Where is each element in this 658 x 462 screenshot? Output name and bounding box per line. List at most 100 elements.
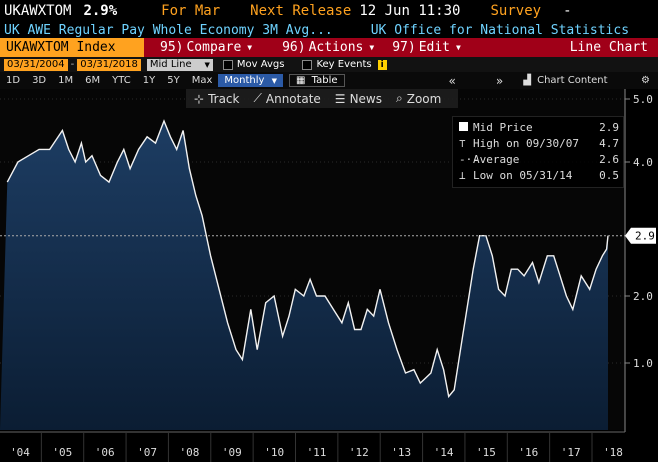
high-marker-icon: ⊤ — [459, 137, 466, 150]
actions-num: 96) — [282, 40, 306, 55]
chart-type-title: Line Chart — [569, 40, 648, 55]
date-from-input[interactable]: 03/31/2004 — [4, 58, 68, 71]
gear-icon[interactable]: ⚙ — [641, 75, 650, 86]
current-value: 2.9% — [83, 3, 118, 19]
x-tick-label: '13 — [391, 446, 411, 459]
period-3d[interactable]: 3D — [32, 75, 47, 86]
low-marker-icon: ⊥ — [459, 169, 466, 182]
edit-label: Edit — [418, 40, 451, 55]
search-icon: ⌕ — [396, 91, 403, 105]
security-description: UK AWE Regular Pay Whole Economy 3M Avg.… — [4, 22, 333, 38]
for-period: For Mar — [161, 3, 221, 19]
track-button[interactable]: Track — [208, 91, 240, 106]
period-bar: 1D 3D 1M 6M YTC 1Y 5Y Max Monthly ▼ ▦ Ta… — [0, 72, 658, 89]
info-icon[interactable]: i — [377, 59, 387, 70]
x-tick-label: '11 — [307, 446, 327, 459]
period-6m[interactable]: 6M — [85, 75, 101, 86]
legend-mid: Mid Price 2.9 — [459, 121, 619, 134]
period-1d[interactable]: 1D — [6, 75, 21, 86]
quote-header: UKAWXTOM 2.9% For Mar Next Release 12 Ju… — [0, 0, 658, 22]
description-row: UK AWE Regular Pay Whole Economy 3M Avg.… — [0, 22, 658, 38]
x-tick-label: '07 — [137, 446, 157, 459]
x-tick-label: '09 — [222, 446, 242, 459]
period-ytc[interactable]: YTC — [112, 75, 131, 86]
period-1m[interactable]: 1M — [58, 75, 74, 86]
average-marker-icon: -·- — [459, 153, 479, 166]
menu-bar: UKAWXTOM Index 95) Compare ▼ 96) Actions… — [0, 38, 658, 57]
y-tick-label: 5.0 — [633, 93, 653, 106]
date-to-input[interactable]: 03/31/2018 — [77, 58, 141, 71]
series-type-value: Mid Line — [149, 59, 192, 70]
x-tick-label: '12 — [349, 446, 369, 459]
chart-content-button[interactable]: ▟ Chart Content — [523, 75, 607, 86]
compare-menu[interactable]: 95) Compare ▼ — [160, 40, 252, 55]
x-tick-label: '16 — [518, 446, 538, 459]
news-button[interactable]: News — [349, 91, 382, 106]
survey-label: Survey — [490, 3, 542, 19]
key-events-checkbox[interactable] — [302, 59, 313, 70]
period-max[interactable]: Max — [191, 75, 213, 86]
survey-value: - — [563, 3, 572, 19]
actions-label: Actions — [308, 40, 364, 55]
table-button[interactable]: ▦ Table — [289, 74, 345, 87]
x-tick-label: '15 — [476, 446, 496, 459]
last-value-marker — [625, 227, 656, 244]
frequency-value: Monthly — [224, 75, 265, 86]
compare-label: Compare — [186, 40, 242, 55]
compare-num: 95) — [160, 40, 184, 55]
period-1y[interactable]: 1Y — [142, 75, 156, 86]
date-separator: - — [70, 59, 75, 70]
chevron-down-icon: ▼ — [247, 43, 253, 52]
next-release-value: 12 Jun 11:30 — [359, 3, 461, 19]
series-line — [6, 119, 609, 399]
x-tick-label: '05 — [52, 446, 72, 459]
zoom-button[interactable]: Zoom — [406, 91, 442, 106]
collapse-icon[interactable]: « — [448, 73, 456, 88]
index-label[interactable]: UKAWXTOM Index — [0, 38, 144, 57]
frequency-select[interactable]: Monthly ▼ — [218, 74, 284, 87]
table-icon: ▦ — [296, 75, 306, 86]
news-icon: ☰ — [334, 91, 346, 106]
x-tick-label: '08 — [179, 446, 199, 459]
annotate-button[interactable]: Annotate — [265, 91, 321, 106]
x-tick-label: '17 — [561, 446, 581, 459]
pencil-icon: ⟋ — [253, 91, 262, 105]
y-tick-label: 4.0 — [633, 156, 653, 169]
series-type-select[interactable]: Mid Line ▼ — [146, 58, 213, 71]
crosshair-icon: ⊹ — [194, 91, 205, 106]
white-square-icon — [459, 121, 473, 134]
x-tick-label: '10 — [264, 446, 284, 459]
legend-high: ⊤ High on 09/30/07 4.7 — [459, 137, 619, 150]
table-label: Table — [311, 75, 338, 86]
actions-menu[interactable]: 96) Actions ▼ — [282, 40, 374, 55]
chart-legend: Mid Price 2.9 ⊤ High on 09/30/07 4.7 -·-… — [452, 116, 624, 188]
series-area — [0, 121, 608, 430]
next-release-label: Next Release — [250, 3, 352, 19]
y-tick-label: 1.0 — [633, 357, 653, 370]
x-tick-label: '04 — [10, 446, 30, 459]
period-5y[interactable]: 5Y — [167, 75, 180, 86]
key-events-label: Key Events — [316, 59, 372, 70]
legend-low: ⊥ Low on 05/31/14 0.5 — [459, 169, 619, 182]
x-tick-label: '14 — [434, 446, 454, 459]
x-tick-label: '18 — [603, 446, 623, 459]
legend-average: -·- Average 2.6 — [459, 153, 619, 166]
data-source: UK Office for National Statistics — [370, 22, 630, 38]
last-value-label: 2.9 — [635, 230, 655, 243]
mov-avgs-label: Mov Avgs — [236, 59, 285, 70]
chevron-down-icon: ▼ — [456, 43, 461, 52]
chart-content-icon: ▟ — [523, 75, 531, 86]
chart-toolbar: ⊹ Track ⟋ Annotate ☰ News ⌕ Zoom — [186, 89, 458, 108]
edit-num: 97) — [392, 40, 416, 55]
ticker-symbol: UKAWXTOM — [4, 3, 72, 19]
edit-menu[interactable]: 97) Edit ▼ — [392, 40, 461, 55]
mov-avgs-checkbox[interactable] — [222, 59, 233, 70]
chevron-down-icon: ▼ — [369, 43, 375, 52]
chart-controls: 03/31/2004 - 03/31/2018 Mid Line ▼ Mov A… — [0, 57, 658, 72]
expand-icon[interactable]: » — [495, 73, 504, 88]
chevron-down-icon: ▼ — [204, 60, 210, 69]
chart-content-label: Chart Content — [537, 75, 608, 86]
y-tick-label: 2.0 — [633, 290, 653, 303]
x-tick-label: '06 — [95, 446, 115, 459]
chevron-down-icon: ▼ — [271, 77, 278, 85]
